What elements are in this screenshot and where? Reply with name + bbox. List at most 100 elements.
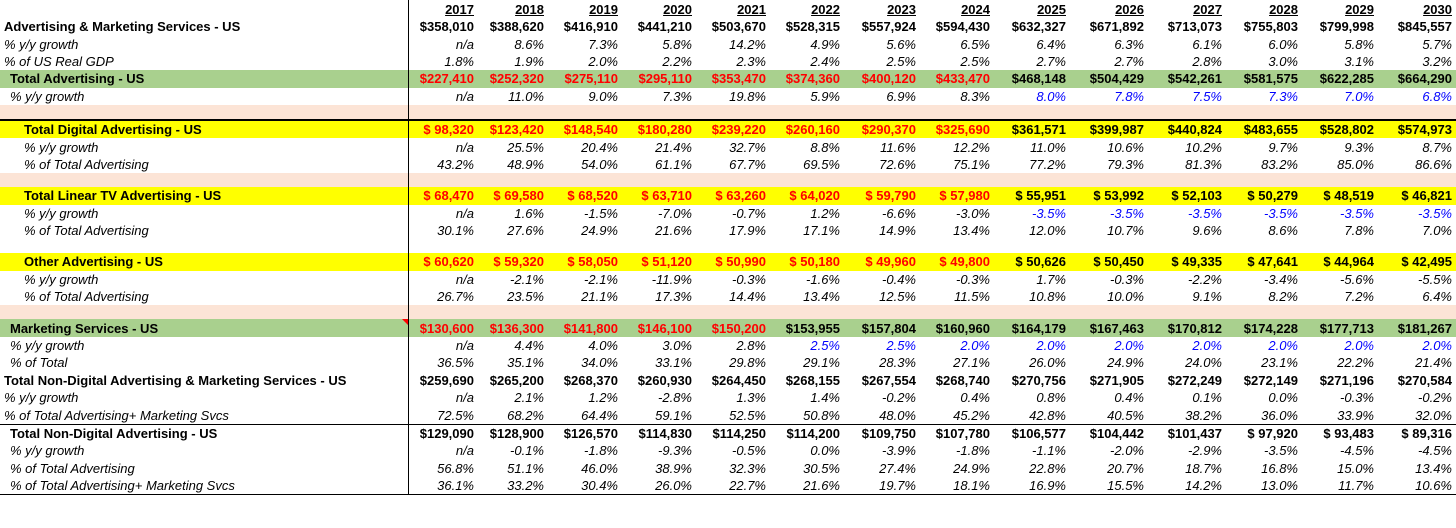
value-cell[interactable]: 3.0% [1268, 53, 1298, 69]
value-cell[interactable]: $ 50,626 [994, 253, 1070, 271]
value-cell[interactable]: 12.5% [879, 289, 916, 305]
value-cell[interactable]: $374,360 [770, 70, 844, 88]
value-cell[interactable]: 54.0% [581, 156, 618, 172]
value-cell[interactable] [1070, 173, 1148, 188]
value-cell[interactable]: 81.3% [1185, 156, 1222, 172]
value-cell[interactable]: -0.2% [1418, 390, 1452, 406]
value-cell[interactable]: $270,756 [1011, 372, 1066, 388]
value-cell[interactable] [696, 305, 770, 320]
year-cell[interactable]: 2023 [887, 1, 916, 17]
value-cell[interactable] [548, 104, 622, 120]
value-cell[interactable]: -0.4% [882, 271, 916, 287]
year-cell[interactable]: 2018 [515, 1, 544, 17]
value-cell[interactable]: -1.8% [956, 443, 990, 459]
value-cell[interactable] [994, 173, 1070, 188]
value-cell[interactable]: 6.1% [1192, 36, 1222, 52]
value-cell[interactable]: 26.0% [622, 476, 696, 496]
value-cell[interactable]: 8.8% [810, 139, 840, 155]
value-cell[interactable]: 5.9% [810, 88, 840, 104]
value-cell[interactable]: -3.5% [1110, 205, 1144, 221]
value-cell[interactable]: 8.2% [1268, 289, 1298, 305]
value-cell[interactable]: 7.8% [1114, 88, 1144, 104]
value-cell[interactable]: $160,960 [920, 319, 994, 337]
value-cell[interactable] [920, 305, 994, 320]
value-cell[interactable]: $594,430 [935, 19, 990, 35]
value-cell[interactable]: 22.2% [1337, 355, 1374, 371]
value-cell[interactable]: 8.7% [1422, 139, 1452, 155]
value-cell[interactable]: n/a [455, 205, 474, 221]
value-cell[interactable] [622, 239, 696, 253]
value-cell[interactable]: 26.0% [1029, 355, 1066, 371]
value-cell[interactable]: -0.5% [732, 443, 766, 459]
value-cell[interactable]: $174,228 [1226, 319, 1302, 337]
value-cell[interactable]: $ 51,120 [622, 253, 696, 271]
value-cell[interactable]: $150,200 [696, 319, 770, 337]
value-cell[interactable]: 38.9% [655, 460, 692, 476]
value-cell[interactable] [478, 104, 548, 120]
row-label-cell[interactable]: % of Total Advertising [0, 459, 409, 477]
value-cell[interactable]: 8.0% [1036, 88, 1066, 104]
year-cell[interactable]: 2027 [1193, 1, 1222, 17]
value-cell[interactable]: 7.2% [1344, 289, 1374, 305]
value-cell[interactable] [1302, 239, 1378, 253]
value-cell[interactable]: 2.0% [1036, 338, 1066, 354]
row-label-cell[interactable]: % y/y growth [0, 336, 409, 355]
value-cell[interactable]: 3.0% [662, 338, 692, 354]
value-cell[interactable] [622, 173, 696, 188]
value-cell[interactable] [1148, 305, 1226, 320]
value-cell[interactable] [1070, 104, 1148, 120]
value-cell[interactable]: $399,987 [1070, 118, 1148, 139]
value-cell[interactable]: 5.7% [1422, 36, 1452, 52]
value-cell[interactable]: 5.6% [886, 36, 916, 52]
value-cell[interactable]: 14.9% [879, 223, 916, 239]
value-cell[interactable]: -3.9% [882, 443, 916, 459]
value-cell[interactable]: -2.8% [658, 390, 692, 406]
value-cell[interactable]: $167,463 [1070, 319, 1148, 337]
value-cell[interactable]: 21.6% [770, 476, 844, 496]
value-cell[interactable]: $ 50,279 [1226, 187, 1302, 205]
value-cell[interactable]: 6.3% [1114, 36, 1144, 52]
value-cell[interactable]: $528,802 [1302, 118, 1378, 139]
value-cell[interactable]: -4.5% [1340, 443, 1374, 459]
value-cell[interactable]: $ 98,320 [408, 118, 478, 139]
value-cell[interactable]: 32.3% [729, 460, 766, 476]
row-label-cell[interactable]: Advertising & Marketing Services - US [0, 18, 409, 36]
value-cell[interactable]: -0.1% [510, 443, 544, 459]
value-cell[interactable] [844, 173, 920, 188]
value-cell[interactable]: 24.9% [1107, 355, 1144, 371]
value-cell[interactable]: -11.9% [651, 271, 692, 287]
value-cell[interactable] [920, 173, 994, 188]
value-cell[interactable]: 21.6% [655, 223, 692, 239]
value-cell[interactable]: -2.0% [1110, 443, 1144, 459]
value-cell[interactable]: $ 44,964 [1302, 253, 1378, 271]
value-cell[interactable] [1378, 104, 1456, 120]
value-cell[interactable]: 68.2% [478, 406, 548, 425]
value-cell[interactable]: 2.8% [736, 338, 766, 354]
value-cell[interactable]: $755,803 [1243, 19, 1298, 35]
value-cell[interactable]: $400,120 [844, 70, 920, 88]
value-cell[interactable]: -0.3% [956, 271, 990, 287]
value-cell[interactable]: $622,285 [1302, 70, 1378, 88]
value-cell[interactable]: 25.5% [507, 139, 544, 155]
value-cell[interactable]: $ 68,520 [548, 187, 622, 205]
value-cell[interactable]: $ 53,992 [1070, 187, 1148, 205]
value-cell[interactable]: 24.9% [953, 460, 990, 476]
value-cell[interactable]: 21.1% [581, 289, 618, 305]
value-cell[interactable]: 1.8% [444, 53, 474, 69]
value-cell[interactable]: 2.5% [886, 338, 916, 354]
row-label-cell[interactable]: % of Total Advertising [0, 288, 409, 306]
value-cell[interactable] [478, 305, 548, 320]
value-cell[interactable]: 30.1% [437, 223, 474, 239]
value-cell[interactable]: -1.1% [1032, 443, 1066, 459]
row-label-cell[interactable]: Total Non-Digital Advertising & Marketin… [0, 371, 409, 390]
value-cell[interactable]: 0.0% [1268, 390, 1298, 406]
value-cell[interactable]: 43.2% [437, 156, 474, 172]
value-cell[interactable]: $177,713 [1302, 319, 1378, 337]
row-label-cell[interactable]: Total Linear TV Advertising - US [0, 187, 409, 205]
value-cell[interactable]: 2.4% [810, 53, 840, 69]
value-cell[interactable]: $504,429 [1070, 70, 1148, 88]
row-label-cell[interactable]: % of Total Advertising [0, 221, 409, 240]
value-cell[interactable]: -1.8% [584, 443, 618, 459]
value-cell[interactable]: 28.3% [879, 355, 916, 371]
value-cell[interactable]: 2.0% [1192, 338, 1222, 354]
